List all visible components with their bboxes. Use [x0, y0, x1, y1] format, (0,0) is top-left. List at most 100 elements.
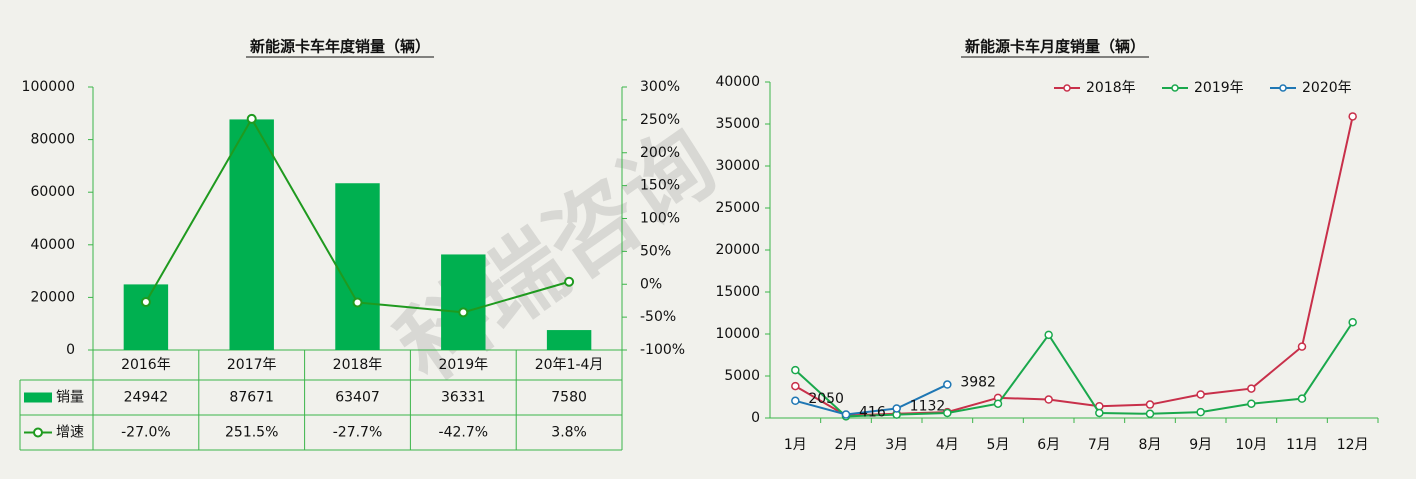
table-cell: 24942 — [124, 390, 169, 406]
table-cell: 63407 — [335, 390, 380, 406]
point — [1247, 384, 1256, 393]
point — [1247, 399, 1256, 408]
growth-point — [458, 307, 469, 318]
x-tick-label: 20年1-4月 — [535, 357, 604, 373]
point — [1044, 330, 1053, 340]
data-label: 2050 — [808, 391, 844, 407]
legend-label: 增速 — [56, 425, 84, 441]
point — [1044, 395, 1053, 404]
y2-tick-label: 150% — [640, 178, 680, 194]
series-line — [794, 321, 1354, 418]
y2-tick-label: -100% — [640, 342, 685, 358]
growth-point — [246, 113, 257, 124]
legend-swatch — [24, 392, 52, 403]
x-tick-label: 2019年 — [438, 357, 488, 373]
point — [993, 399, 1003, 408]
point — [1145, 409, 1155, 419]
legend-marker — [1171, 84, 1179, 92]
x-tick-label: 9月 — [1189, 437, 1212, 453]
y-tick-label: 100000 — [22, 79, 75, 95]
y-tick-label: 10000 — [715, 326, 760, 342]
point — [943, 380, 952, 389]
y2-tick-label: 0% — [640, 276, 662, 292]
legend-marker — [33, 427, 43, 438]
point — [841, 410, 851, 419]
legend-marker — [1279, 84, 1287, 92]
x-tick-label: 4月 — [936, 437, 959, 453]
y-tick-label: 35000 — [715, 116, 760, 132]
point — [1095, 408, 1104, 418]
x-tick-label: 2月 — [835, 437, 858, 453]
y-tick-label: 20000 — [715, 242, 760, 258]
y2-tick-label: 50% — [640, 243, 671, 259]
point — [791, 381, 800, 391]
chart-title: 新能源卡车月度销量（辆） — [965, 38, 1145, 56]
point — [892, 404, 901, 413]
bar — [123, 284, 169, 350]
x-tick-label: 1月 — [784, 437, 807, 453]
table-cell: -27.0% — [121, 425, 171, 441]
x-tick-label: 10月 — [1235, 437, 1267, 453]
point — [791, 365, 800, 375]
growth-point — [352, 297, 363, 308]
y-tick-label: 40000 — [30, 237, 75, 253]
y-tick-label: 80000 — [30, 132, 75, 148]
y-tick-label: 0 — [751, 410, 760, 426]
table-cell: 251.5% — [225, 425, 278, 441]
bar — [546, 330, 592, 350]
x-tick-label: 2018年 — [333, 357, 383, 373]
point — [1145, 400, 1155, 409]
chart-title: 新能源卡车年度销量（辆） — [250, 38, 430, 56]
y-tick-label: 30000 — [715, 158, 760, 174]
y2-tick-label: 200% — [640, 145, 680, 161]
point — [1196, 390, 1205, 399]
y-tick-label: 60000 — [30, 184, 75, 200]
legend-label: 销量 — [56, 390, 84, 406]
y2-tick-label: 300% — [640, 79, 680, 95]
point — [1196, 407, 1205, 417]
point — [1348, 112, 1357, 121]
series-line — [795, 383, 948, 416]
bar — [441, 254, 486, 350]
x-tick-label: 3月 — [885, 437, 908, 453]
y-tick-label: 40000 — [715, 74, 760, 90]
y2-tick-label: 100% — [640, 211, 680, 227]
legend-marker — [1063, 84, 1071, 92]
table-cell: 87671 — [229, 390, 274, 406]
x-tick-label: 7月 — [1088, 437, 1111, 453]
x-tick-label: 2016年 — [121, 357, 171, 373]
table-cell: 3.8% — [551, 425, 587, 441]
x-tick-label: 11月 — [1286, 437, 1318, 453]
bar — [229, 119, 274, 351]
x-tick-label: 2017年 — [227, 357, 277, 373]
x-tick-label: 8月 — [1139, 437, 1162, 453]
growth-point — [140, 297, 151, 308]
y-tick-label: 5000 — [724, 368, 760, 384]
table-cell: 7580 — [551, 390, 587, 406]
x-tick-label: 12月 — [1337, 437, 1369, 453]
data-label: 416 — [859, 405, 886, 421]
point — [1348, 317, 1357, 327]
table-cell: -27.7% — [333, 425, 383, 441]
legend-label: 2018年 — [1086, 80, 1136, 96]
table-cell: 36331 — [441, 390, 486, 406]
y2-tick-label: 250% — [640, 112, 680, 128]
point — [1297, 342, 1307, 351]
y-tick-label: 0 — [66, 342, 75, 358]
point — [791, 396, 800, 406]
bar — [335, 183, 380, 350]
data-label: 3982 — [960, 375, 996, 391]
point — [943, 408, 952, 418]
data-label: 1132 — [910, 398, 946, 414]
x-tick-label: 5月 — [987, 437, 1010, 453]
x-tick-label: 6月 — [1037, 437, 1060, 453]
series-line — [794, 116, 1354, 417]
y-tick-label: 25000 — [715, 200, 760, 216]
y-tick-label: 20000 — [30, 289, 75, 305]
table-cell: -42.7% — [439, 425, 489, 441]
legend-label: 2020年 — [1302, 80, 1352, 96]
point — [1297, 394, 1307, 403]
legend-label: 2019年 — [1194, 80, 1244, 96]
y-tick-label: 15000 — [715, 284, 760, 300]
